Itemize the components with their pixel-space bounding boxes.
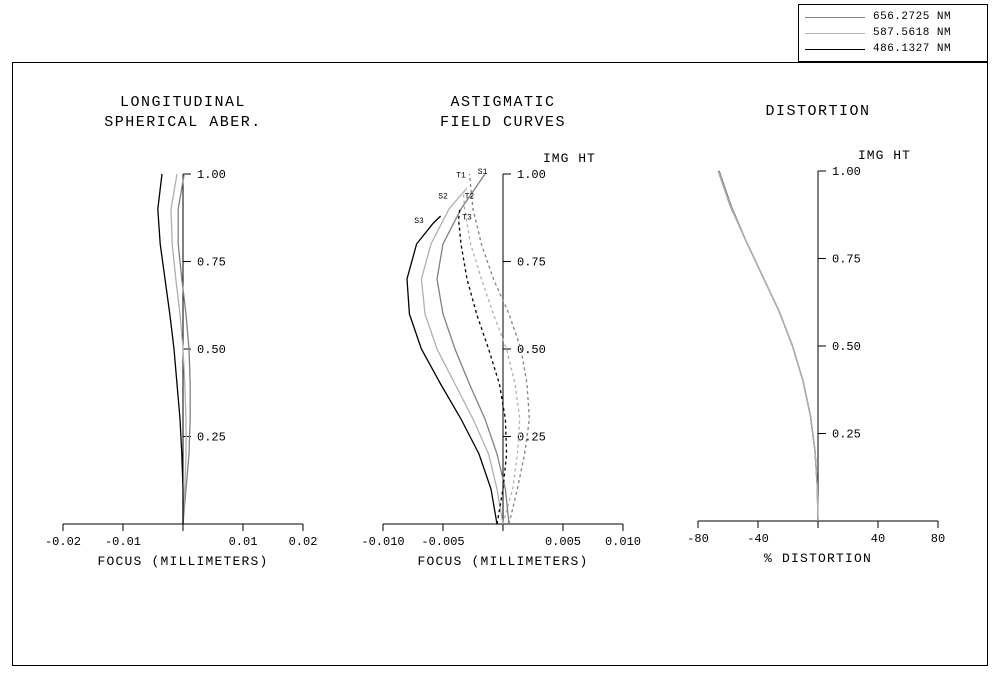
svg-text:T3: T3 [462,213,472,222]
svg-text:-40: -40 [747,532,769,546]
legend-row: 486.1327 NM [805,41,981,57]
chart-frame: LONGITUDINAL SPHERICAL ABER. 0.25 0.50 0.7… [12,62,988,666]
xaxis-label-distortion: % DISTORTION [673,551,963,566]
legend-row: 656.2725 NM [805,9,981,25]
svg-text:0.25: 0.25 [517,430,546,444]
legend-swatch-0 [805,17,865,18]
svg-text:0.005: 0.005 [545,535,581,549]
svg-text:0.25: 0.25 [197,430,226,444]
legend-label-1: 587.5618 NM [873,27,951,39]
svg-text:-0.010: -0.010 [361,535,404,549]
svg-text:0.75: 0.75 [832,253,861,267]
legend-label-0: 656.2725 NM [873,11,951,23]
svg-text:IMG HT: IMG HT [858,148,911,163]
svg-text:S3: S3 [414,217,424,226]
svg-text:0.75: 0.75 [517,255,546,269]
title-line: DISTORTION [765,103,870,120]
svg-text:0.50: 0.50 [832,340,861,354]
legend-row: 587.5618 NM [805,25,981,41]
svg-text:IMG HT: IMG HT [543,151,596,166]
legend-swatch-1 [805,33,865,34]
svg-text:S2: S2 [438,192,448,201]
svg-text:-80: -80 [687,532,709,546]
plot-distortion: 0.25 0.50 0.75 1.00 -80 -40 40 80 IMG HT [673,131,963,551]
title-line: LONGITUDINAL [120,94,246,111]
svg-text:0.01: 0.01 [229,535,258,549]
svg-text:1.00: 1.00 [197,168,226,182]
title-line: SPHERICAL ABER. [104,114,262,131]
title-line: FIELD CURVES [440,114,566,131]
xaxis-label-astigmatic: FOCUS (MILLIMETERS) [353,554,653,569]
svg-text:0.50: 0.50 [197,343,226,357]
xaxis-label-spherical: FOCUS (MILLIMETERS) [43,554,323,569]
svg-text:40: 40 [871,532,885,546]
svg-text:-0.01: -0.01 [105,535,141,549]
svg-text:0.010: 0.010 [605,535,641,549]
panel-astigmatic: ASTIGMATIC FIELD CURVES 0.250.500.751.00… [353,93,653,569]
svg-text:0.02: 0.02 [289,535,318,549]
title-line: ASTIGMATIC [450,94,555,111]
svg-text:S1: S1 [478,168,488,177]
legend-swatch-2 [805,49,865,50]
svg-text:-0.005: -0.005 [421,535,464,549]
panel-title-distortion: DISTORTION [673,93,963,131]
svg-text:0.75: 0.75 [197,255,226,269]
svg-text:-0.02: -0.02 [45,535,81,549]
svg-text:0.25: 0.25 [832,428,861,442]
svg-text:80: 80 [931,532,945,546]
svg-text:1.00: 1.00 [832,165,861,179]
panel-spherical: LONGITUDINAL SPHERICAL ABER. 0.25 0.50 0.7… [43,93,323,569]
svg-text:1.00: 1.00 [517,168,546,182]
svg-text:T2: T2 [465,192,475,201]
panel-title-spherical: LONGITUDINAL SPHERICAL ABER. [43,93,323,134]
plot-spherical: 0.25 0.50 0.75 1.00 -0.02 -0.01 0.01 0.02 [43,134,323,554]
legend-label-2: 486.1327 NM [873,43,951,55]
svg-text:T1: T1 [456,171,466,180]
panel-distortion: DISTORTION 0.25 0.50 0.75 1.00 -80 -40 40 80 IMG… [673,93,963,566]
wavelength-legend: 656.2725 NM 587.5618 NM 486.1327 NM [798,4,988,62]
panel-title-astigmatic: ASTIGMATIC FIELD CURVES [353,93,653,134]
plot-astigmatic: 0.250.500.751.00-0.010-0.0050.0050.010IM… [353,134,653,554]
